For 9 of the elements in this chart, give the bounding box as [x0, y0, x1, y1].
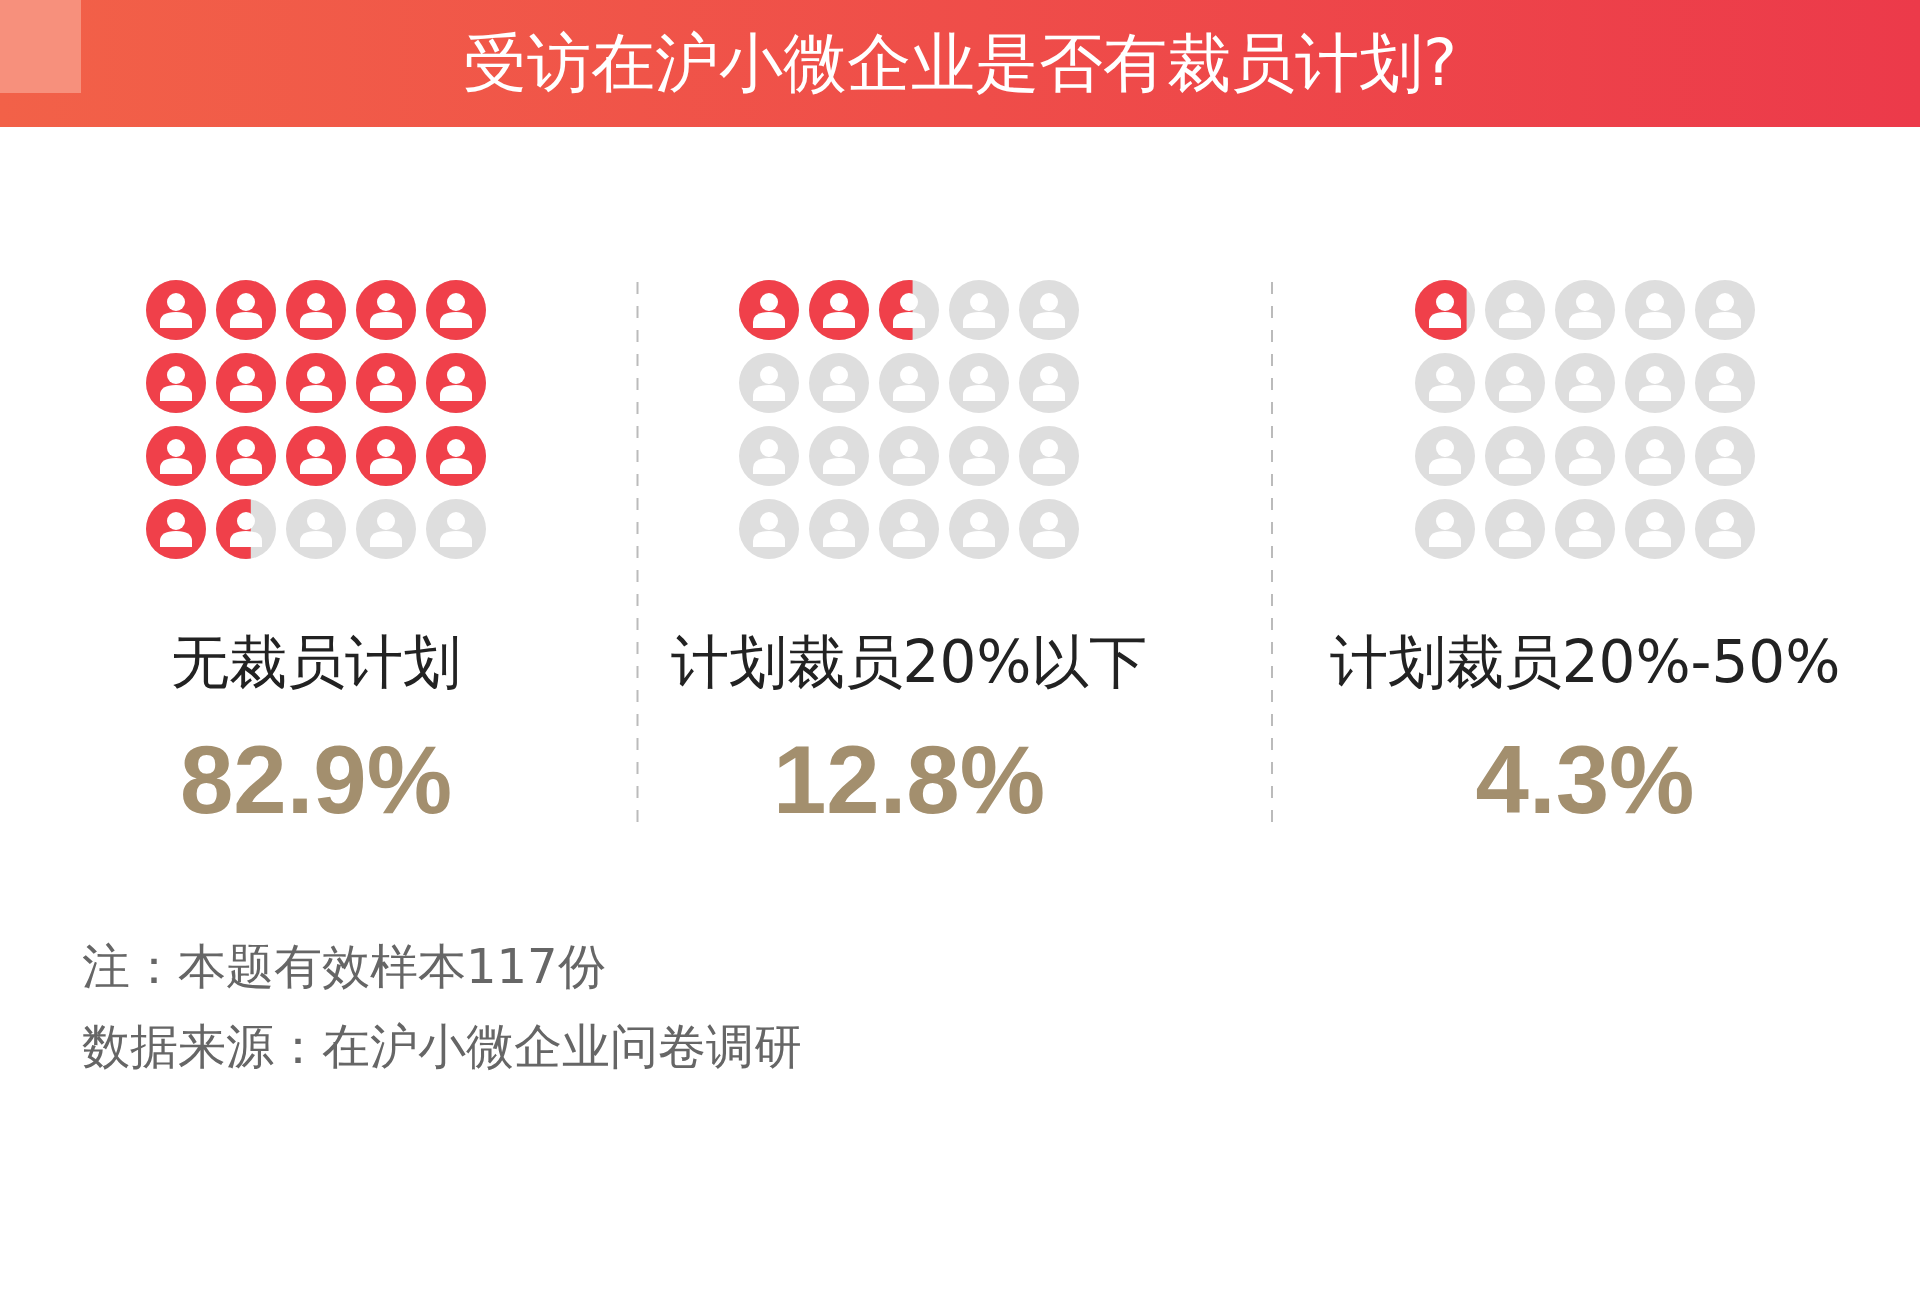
text: 注：本题有效样本117份 — [82, 937, 606, 996]
category-label: 计划裁员20%-50% — [1329, 628, 1841, 697]
data-label: 82.9% — [179, 726, 453, 834]
category-label: 计划裁员20%以下 — [670, 628, 1148, 697]
source-note: 数据来源：在沪小微企业问卷调研 — [82, 1017, 802, 1076]
category-label: 无裁员计划 — [171, 628, 461, 697]
data-label: 12.8% — [772, 726, 1046, 834]
data-label: 4.3% — [1475, 726, 1695, 834]
text: 受访在沪小微企业是否有裁员计划? — [0, 0, 1920, 127]
